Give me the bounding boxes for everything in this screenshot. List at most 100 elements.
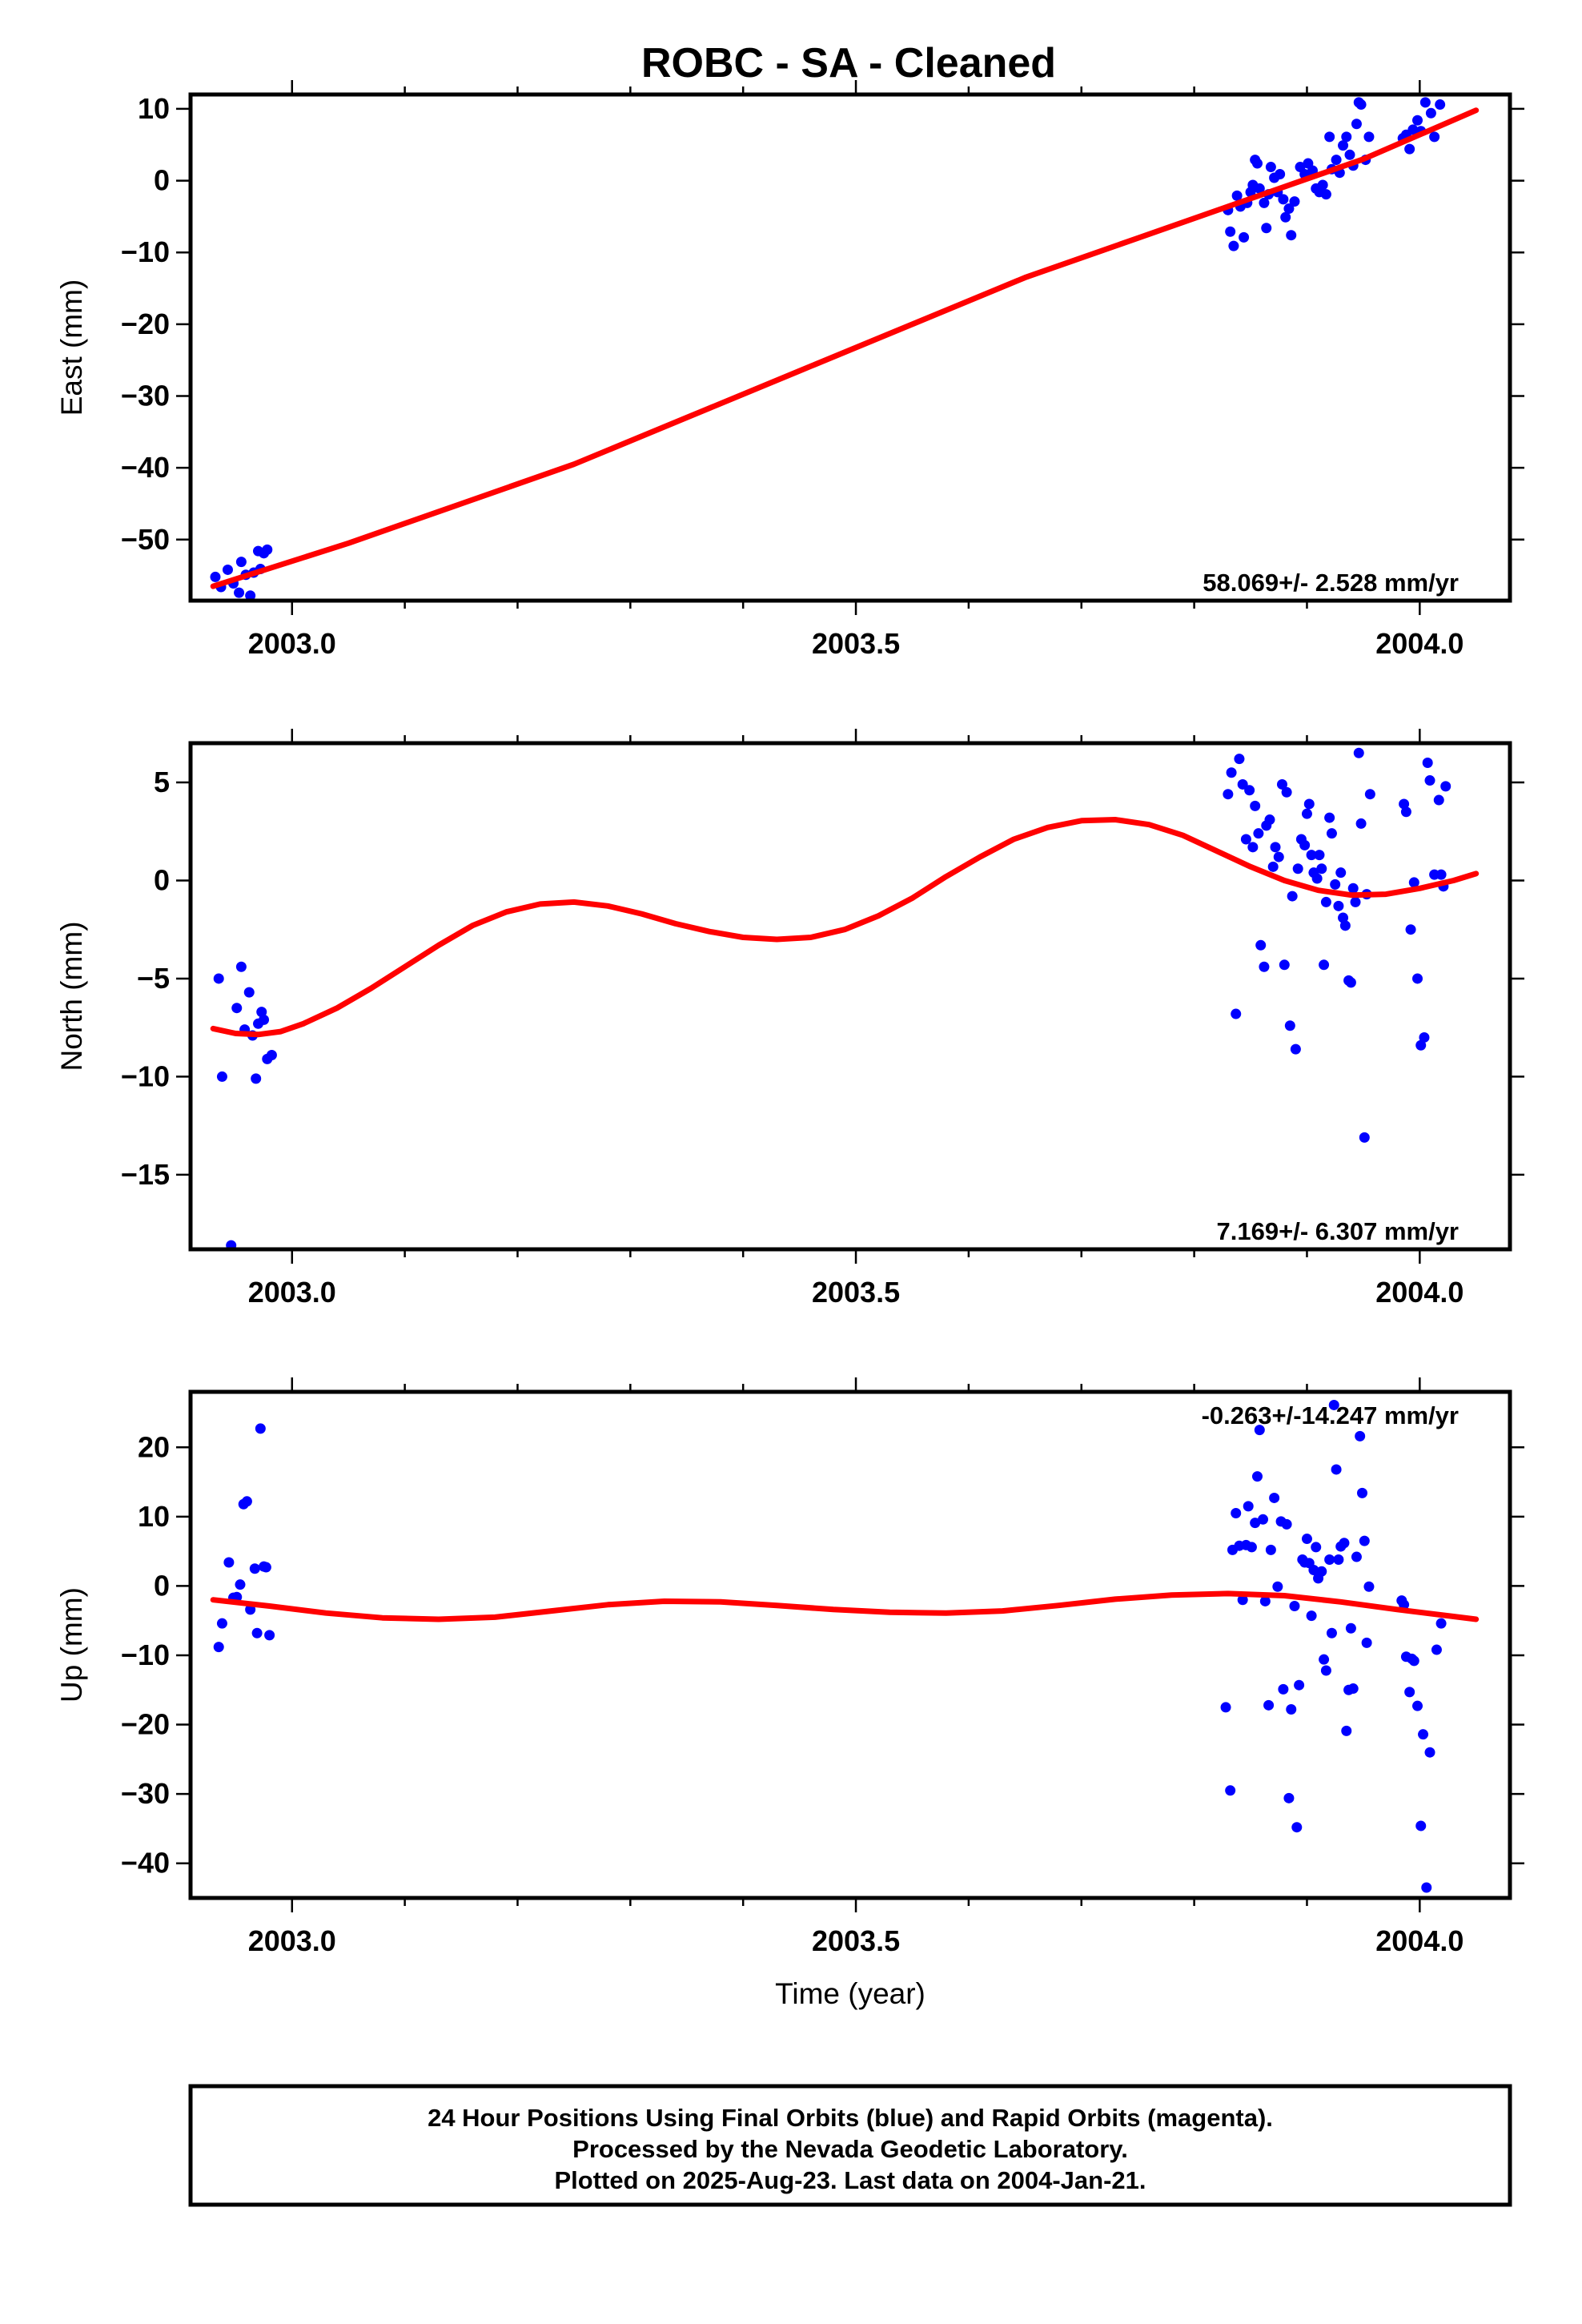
data-point bbox=[1359, 1535, 1370, 1546]
data-point bbox=[1292, 863, 1303, 875]
data-point bbox=[1361, 1637, 1372, 1648]
data-point bbox=[249, 1563, 260, 1574]
data-point bbox=[1281, 1518, 1292, 1530]
data-point bbox=[1356, 1487, 1367, 1498]
plot-frame bbox=[188, 1389, 1512, 1900]
x-tick-label: 2003.0 bbox=[248, 1276, 336, 1309]
data-point bbox=[1234, 754, 1245, 765]
data-point bbox=[1338, 912, 1349, 923]
data-point bbox=[1320, 896, 1331, 907]
y-tick-label: −5 bbox=[137, 962, 170, 995]
data-point bbox=[1345, 1622, 1356, 1634]
x-tick-label: 2003.0 bbox=[248, 627, 336, 660]
data-point bbox=[1350, 896, 1361, 907]
data-point bbox=[1289, 196, 1300, 207]
y-tick-label: −40 bbox=[121, 451, 170, 484]
data-point bbox=[1333, 900, 1344, 911]
data-point bbox=[1303, 798, 1315, 810]
data-point bbox=[1311, 1542, 1322, 1553]
data-point bbox=[1419, 1031, 1430, 1043]
data-point bbox=[1259, 197, 1270, 208]
data-point bbox=[1246, 1542, 1257, 1553]
plot-frame bbox=[188, 92, 1512, 603]
data-point bbox=[1280, 211, 1291, 223]
data-point bbox=[1243, 1501, 1254, 1512]
y-tick-label: 0 bbox=[154, 863, 170, 896]
data-point bbox=[1286, 230, 1297, 241]
data-point bbox=[1335, 867, 1347, 879]
footer-line-2: Processed by the Nevada Geodetic Laborat… bbox=[572, 2135, 1128, 2163]
rate-label: 58.069+/- 2.528 mm/yr bbox=[1203, 569, 1459, 597]
data-point bbox=[1424, 1747, 1435, 1758]
data-point bbox=[1324, 131, 1335, 143]
data-point bbox=[1347, 1683, 1359, 1695]
data-point bbox=[1301, 808, 1312, 819]
data-point bbox=[1433, 794, 1444, 806]
data-point bbox=[1278, 194, 1289, 205]
y-axis-label: Up (mm) bbox=[55, 1587, 88, 1703]
data-point bbox=[241, 1496, 252, 1507]
data-point bbox=[1399, 798, 1410, 810]
data-point bbox=[1239, 231, 1250, 243]
data-point bbox=[1258, 1514, 1269, 1525]
data-point bbox=[1225, 226, 1236, 237]
data-point bbox=[226, 1240, 237, 1249]
fit-line bbox=[210, 107, 1480, 589]
data-point bbox=[1294, 1679, 1305, 1691]
y-tick-label: 10 bbox=[138, 92, 170, 125]
data-point bbox=[231, 1003, 243, 1014]
y-tick-label: −10 bbox=[121, 1059, 170, 1092]
data-point bbox=[1435, 869, 1447, 880]
x-tick-label: 2004.0 bbox=[1375, 1924, 1464, 1957]
x-tick-label: 2003.5 bbox=[812, 1924, 900, 1957]
data-point bbox=[1314, 850, 1325, 861]
y-tick-label: −10 bbox=[121, 235, 170, 268]
data-point bbox=[1278, 1683, 1289, 1695]
data-point bbox=[1345, 977, 1356, 988]
data-point bbox=[1254, 1425, 1265, 1436]
rate-label: -0.263+/-14.247 mm/yr bbox=[1202, 1401, 1459, 1429]
data-point bbox=[1333, 1554, 1344, 1566]
data-point bbox=[1226, 767, 1237, 778]
data-point bbox=[1308, 1564, 1319, 1575]
data-point bbox=[1287, 891, 1298, 902]
data-point bbox=[222, 564, 233, 575]
data-point bbox=[1290, 1043, 1301, 1055]
data-point bbox=[1270, 842, 1281, 853]
data-point bbox=[1275, 169, 1286, 180]
x-tick-label: 2003.5 bbox=[812, 627, 900, 660]
data-point bbox=[1231, 1008, 1242, 1019]
data-point bbox=[1411, 973, 1423, 984]
data-point bbox=[1220, 1702, 1231, 1713]
data-point bbox=[251, 1627, 263, 1638]
data-point bbox=[1231, 190, 1243, 201]
data-point bbox=[1237, 1594, 1248, 1606]
data-point bbox=[1331, 155, 1342, 166]
data-point bbox=[1411, 1700, 1423, 1711]
data-point bbox=[235, 1579, 246, 1590]
data-point bbox=[1316, 863, 1327, 875]
data-point bbox=[1355, 818, 1367, 829]
data-point bbox=[1317, 179, 1328, 191]
y-tick-label: −30 bbox=[121, 380, 170, 412]
y-tick-label: −40 bbox=[121, 1847, 170, 1880]
data-point bbox=[1326, 1627, 1337, 1638]
data-point bbox=[1283, 1792, 1295, 1803]
data-point bbox=[1355, 1430, 1366, 1441]
y-tick-label: 0 bbox=[154, 164, 170, 197]
data-point bbox=[1324, 812, 1335, 823]
data-point bbox=[216, 1618, 227, 1629]
data-point bbox=[1264, 814, 1275, 826]
data-point bbox=[1331, 1464, 1342, 1475]
x-tick-label: 2003.0 bbox=[248, 1924, 336, 1957]
data-point bbox=[1250, 1518, 1261, 1529]
data-point bbox=[251, 1073, 262, 1084]
data-point bbox=[245, 590, 256, 601]
data-point bbox=[213, 973, 224, 984]
data-point bbox=[259, 1014, 270, 1025]
data-point bbox=[223, 1557, 235, 1568]
data-point bbox=[1254, 183, 1265, 194]
data-point bbox=[266, 1049, 277, 1060]
data-point bbox=[1351, 1551, 1362, 1562]
